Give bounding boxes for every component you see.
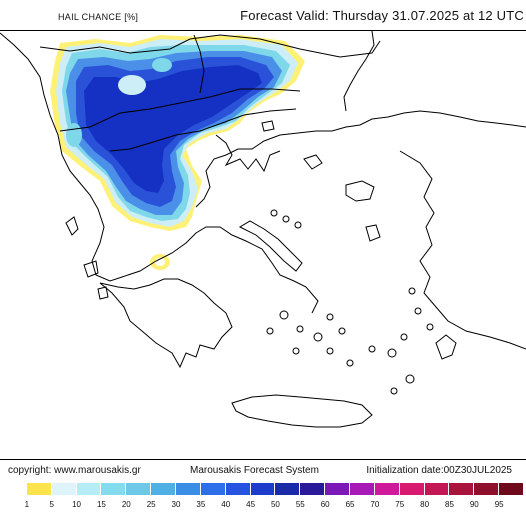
legend-tick-label: 95 (494, 500, 504, 509)
corfu (65, 216, 79, 236)
hail-map (0, 31, 526, 459)
legend-swatch (374, 483, 400, 495)
limnos (303, 154, 323, 170)
legend-swatch (424, 483, 450, 495)
legend-tick-label: 45 (246, 500, 256, 509)
legend-tick-label: 1 (24, 500, 30, 509)
legend-swatch (250, 483, 276, 495)
legend-spacer (512, 500, 524, 514)
legend-tick-label: 85 (445, 500, 454, 509)
dodecanese (390, 287, 434, 395)
cyclades (266, 310, 408, 367)
hail-field-deep-blue (84, 65, 262, 193)
legend-swatch (151, 483, 177, 495)
black-sea-coast (343, 31, 375, 112)
legend-swatch (101, 483, 127, 495)
euboea (238, 220, 303, 272)
anatolian-coast (399, 150, 526, 350)
header: HAIL CHANCE [%] Forecast Valid: Thursday… (0, 0, 526, 30)
kefalonia (83, 260, 99, 278)
legend-swatch (176, 483, 201, 495)
balkan-coastline (0, 32, 319, 314)
hail-field-pale-patch (118, 75, 146, 95)
legend-tick-label: 70 (370, 500, 380, 509)
map-title: HAIL CHANCE [%] (58, 12, 139, 22)
legend-swatch (300, 483, 326, 495)
legend-swatch (275, 483, 301, 495)
legend-tick-label: 20 (121, 500, 131, 509)
thasos (261, 120, 275, 132)
rhodes (435, 334, 457, 360)
legend-tick-label: 75 (395, 500, 405, 509)
legend-tick-label: 80 (420, 500, 430, 509)
legend-swatch (76, 483, 102, 495)
legend-tick-labels: 1 5 10 15 20 25 30 35 40 45 50 55 60 65 70 75 80 85 90 95 (2, 500, 524, 514)
legend-swatch (51, 483, 77, 495)
legend-tick-label: 30 (171, 500, 181, 509)
legend-swatch (225, 483, 251, 495)
northern-greek-coast (195, 110, 526, 208)
legend-tick-label: 90 (469, 500, 479, 509)
lesbos (345, 180, 375, 202)
internal-border-2 (109, 108, 297, 152)
legend-tick-label: 35 (196, 500, 206, 509)
legend-swatch (2, 483, 27, 495)
system-name: Marousakis Forecast System (190, 465, 319, 476)
footer: copyright: www.marousakis.gr Marousakis … (0, 462, 526, 480)
forecast-valid-time: Forecast Valid: Thursday 31.07.2025 at 1… (240, 8, 524, 23)
map-area (0, 30, 526, 460)
legend-tick-label: 65 (345, 500, 355, 509)
legend-tick-label: 25 (146, 500, 156, 509)
sporades (270, 209, 302, 229)
internal-border-3 (193, 34, 205, 94)
legend-tick-label: 60 (320, 500, 330, 509)
legend-tick-label: 50 (270, 500, 280, 509)
legend-swatch (126, 483, 152, 495)
legend-tick-label: 15 (96, 500, 106, 509)
legend-tick-label: 55 (295, 500, 305, 509)
legend-swatch (399, 483, 425, 495)
northern-border (39, 34, 381, 58)
color-legend (2, 483, 525, 497)
peloponnese (99, 278, 233, 369)
legend-swatch (474, 483, 500, 495)
copyright-text: copyright: www.marousakis.gr (8, 465, 141, 476)
chios (365, 224, 381, 242)
initialization-date: Initialization date:00Z30JUL2025 (366, 465, 512, 476)
internal-border-1 (59, 88, 301, 132)
legend-swatch (499, 483, 525, 495)
legend-tick-label: 5 (49, 500, 54, 509)
legend-tick-label: 10 (72, 500, 82, 509)
legend-swatch (26, 483, 52, 495)
borders-and-coastlines (0, 31, 526, 428)
chalkidiki (215, 134, 281, 173)
legend-tick-label: 40 (221, 500, 231, 509)
legend-spacer (2, 500, 14, 514)
legend-swatch (449, 483, 475, 495)
legend-swatch (200, 483, 226, 495)
legend-swatch (350, 483, 375, 495)
zakynthos (97, 286, 109, 300)
crete (231, 394, 373, 428)
legend-swatch (325, 483, 351, 495)
